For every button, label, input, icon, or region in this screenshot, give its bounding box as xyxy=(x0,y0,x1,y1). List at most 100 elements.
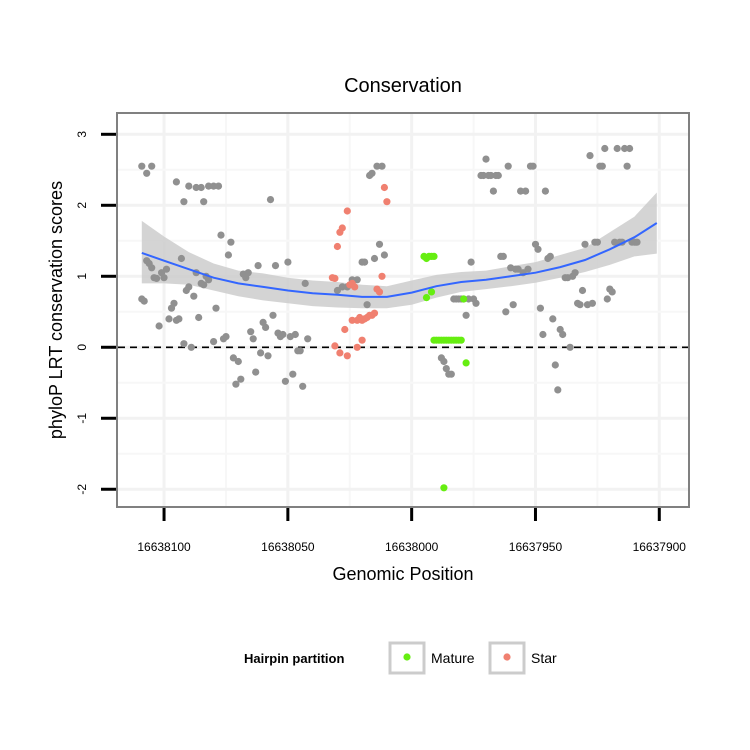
data-point-other xyxy=(534,245,542,253)
x-axis-label: Genomic Position xyxy=(332,564,473,584)
data-point-star xyxy=(336,349,344,357)
data-point-other xyxy=(214,182,223,190)
data-point-other xyxy=(200,198,208,206)
data-point-other xyxy=(192,183,200,192)
data-point-mature xyxy=(427,288,436,296)
data-point-other xyxy=(281,377,289,385)
data-point-star xyxy=(351,283,359,291)
data-point-star xyxy=(358,336,366,344)
data-point-mature xyxy=(457,336,465,344)
data-point-mature xyxy=(422,294,431,302)
data-point-other xyxy=(611,238,619,246)
data-point-star xyxy=(343,207,351,215)
data-point-other xyxy=(499,252,507,260)
chart-title: Conservation xyxy=(344,75,462,97)
x-tick-label: 16637900 xyxy=(633,540,687,554)
data-point-star xyxy=(353,343,361,351)
data-point-other xyxy=(363,301,371,309)
data-point-mature xyxy=(430,252,438,260)
y-tick-label: 1 xyxy=(75,273,89,280)
data-point-other xyxy=(190,292,198,300)
data-point-other xyxy=(368,169,376,177)
data-point-mature xyxy=(440,484,448,492)
data-point-other xyxy=(148,264,156,272)
data-point-other xyxy=(539,330,547,339)
data-point-other xyxy=(304,335,312,343)
data-point-other xyxy=(148,162,156,170)
data-point-other xyxy=(504,162,512,170)
data-point-other xyxy=(522,187,530,195)
data-point-other xyxy=(551,361,559,369)
data-point-other xyxy=(380,251,388,259)
data-point-other xyxy=(593,238,602,246)
legend-title: Hairpin partition xyxy=(244,651,344,666)
data-point-other xyxy=(262,323,270,331)
data-point-other xyxy=(529,162,537,170)
data-point-other xyxy=(296,347,304,355)
y-tick-label: 3 xyxy=(75,131,89,138)
data-point-other xyxy=(266,196,275,204)
confidence-band-area xyxy=(141,192,657,309)
legend-label-mature: Mature xyxy=(431,650,475,666)
data-point-other xyxy=(249,335,257,343)
data-point-other xyxy=(165,315,173,323)
data-point-other xyxy=(187,343,195,351)
data-point-star xyxy=(378,272,386,280)
data-point-other xyxy=(524,265,532,273)
data-point-other xyxy=(603,295,611,303)
data-point-other xyxy=(608,288,616,296)
data-point-other xyxy=(222,333,230,341)
data-point-other xyxy=(212,304,220,312)
data-point-other xyxy=(370,254,379,263)
y-axis-label: phyloP LRT conservation scores xyxy=(46,181,66,439)
x-tick-label: 16638100 xyxy=(137,540,191,554)
data-point-other xyxy=(482,155,490,163)
data-point-other xyxy=(180,198,188,206)
data-point-star xyxy=(331,274,339,282)
data-point-other xyxy=(299,382,307,390)
data-point-other xyxy=(180,340,188,348)
data-point-star xyxy=(348,316,356,324)
y-axis-ticks: -2 -1 0 1 2 3 xyxy=(75,131,116,495)
data-point-other xyxy=(633,238,641,246)
x-tick-label: 16638000 xyxy=(385,540,439,554)
data-point-other xyxy=(172,178,180,186)
data-point-other xyxy=(264,352,272,360)
data-point-star xyxy=(383,198,391,206)
data-point-star xyxy=(343,352,351,360)
data-point-other xyxy=(442,365,450,373)
data-point-other xyxy=(234,357,242,366)
data-point-other xyxy=(271,262,280,270)
data-point-other xyxy=(581,240,589,248)
legend-label-star: Star xyxy=(531,650,557,666)
data-point-star xyxy=(338,224,346,232)
data-point-other xyxy=(155,322,163,330)
data-point-other xyxy=(586,152,594,160)
x-tick-label: 16637950 xyxy=(509,540,563,554)
data-point-other xyxy=(554,386,562,394)
data-point-other xyxy=(289,370,297,378)
data-point-other xyxy=(153,274,161,282)
data-point-other xyxy=(613,144,621,153)
legend-dot-star xyxy=(503,653,511,661)
data-point-other xyxy=(140,297,148,305)
data-point-other xyxy=(487,171,495,180)
data-point-other xyxy=(502,308,510,316)
y-tick-label: 2 xyxy=(75,202,89,209)
data-points xyxy=(138,144,641,492)
data-point-other xyxy=(472,299,480,307)
y-tick-label: 0 xyxy=(75,344,89,351)
data-point-star xyxy=(380,183,388,192)
data-point-other xyxy=(373,162,381,170)
data-point-other xyxy=(247,328,255,336)
data-point-other xyxy=(291,330,299,339)
data-point-other xyxy=(489,187,497,195)
data-point-other xyxy=(177,254,185,263)
data-point-other xyxy=(200,281,208,289)
data-point-other xyxy=(576,301,584,309)
data-point-other xyxy=(269,311,277,319)
data-point-star xyxy=(333,242,341,251)
data-point-other xyxy=(541,187,550,195)
data-point-other xyxy=(462,311,470,319)
